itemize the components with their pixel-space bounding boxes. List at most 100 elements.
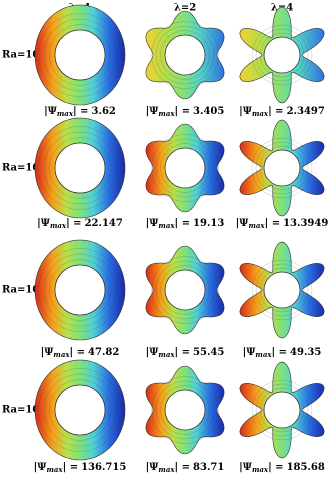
psi-subscript: max [252,465,269,474]
inner-cylinder [164,34,206,76]
psi-value: 19.13 [193,218,224,229]
contour-line [38,13,122,97]
inner-cylinder [263,149,301,187]
contour-line [49,379,111,441]
psi-value: 49.35 [290,347,321,358]
contour-line [43,373,117,447]
psi-max-label: |Ψmax| = 3.405 [146,106,225,119]
contour-line [259,387,305,433]
psi-subscript: max [50,221,67,230]
contour-line [38,368,122,452]
psi-close: | = [265,218,281,229]
psi-subscript: max [158,465,175,474]
row-label: Ra=10⁶ [2,405,44,416]
psi-close: | = [268,106,284,117]
psi-open: |Ψ [44,106,58,117]
psi-max-label: |Ψmax| = 19.13 [146,218,225,231]
contour-line [155,380,215,440]
psi-open: |Ψ [239,106,253,117]
psi-value: 136.715 [81,462,126,473]
contour-line [151,134,219,202]
psi-close: | = [175,218,191,229]
contour-line [255,141,309,195]
psi-value: 3.62 [92,106,116,117]
psi-subscript: max [158,350,175,359]
inner-cylinder [54,142,106,194]
inner-cylinder [164,389,206,431]
column-header: λ=2 [174,3,196,14]
inner-cylinder [164,147,206,189]
contour-line [259,32,305,78]
inner-cylinder [263,36,301,74]
psi-close: | = [175,462,191,473]
contour-line [155,138,215,198]
psi-max-label: |Ψmax| = 3.62 [44,106,116,119]
contour-line [251,379,313,441]
psi-value: 185.68 [287,462,325,473]
psi-close: | = [272,347,288,358]
contour-line [155,260,215,320]
psi-subscript: max [53,350,70,359]
contour-line [155,25,215,85]
inner-cylinder [263,391,301,429]
contour-line [160,265,210,315]
psi-open: |Ψ [239,462,253,473]
psi-open: |Ψ [146,218,160,229]
psi-open: |Ψ [146,106,160,117]
inner-cylinder [54,384,106,436]
psi-value: 2.3497 [287,106,325,117]
psi-open: |Ψ [146,462,160,473]
contour-line [160,143,210,193]
psi-max-label: |Ψmax| = 55.45 [146,347,225,360]
contour-line [255,263,309,317]
psi-open: |Ψ [243,347,257,358]
psi-open: |Ψ [146,347,160,358]
contour-line [49,137,111,199]
psi-max-label: |Ψmax| = 49.35 [243,347,322,360]
contour-line [151,376,219,444]
psi-subscript: max [158,221,175,230]
psi-close: | = [66,218,82,229]
contour-line [160,30,210,80]
psi-open: |Ψ [236,218,250,229]
inner-cylinder [164,269,206,311]
psi-close: | = [268,462,284,473]
contour-line [43,253,117,327]
contour-line [251,137,313,199]
psi-subscript: max [158,109,175,118]
psi-open: |Ψ [37,218,51,229]
contour-line [49,24,111,86]
psi-close: | = [63,462,79,473]
contour-line [259,145,305,191]
contour-line [151,256,219,324]
contour-line [160,385,210,435]
psi-subscript: max [46,465,63,474]
contour-line [251,24,313,86]
psi-close: | = [73,106,89,117]
psi-subscript: max [252,109,269,118]
row-label: Ra=10³ [2,50,44,61]
inner-cylinder [54,264,106,316]
contour-line [38,248,122,332]
psi-max-label: |Ψmax| = 185.68 [239,462,325,475]
psi-close: | = [175,106,191,117]
psi-close: | = [70,347,86,358]
contour-line [251,259,313,321]
psi-close: | = [175,347,191,358]
inner-cylinder [54,29,106,81]
psi-max-label: |Ψmax| = 47.82 [41,347,120,360]
row-label: Ra=10⁴ [2,163,44,174]
psi-subscript: max [57,109,74,118]
psi-max-label: |Ψmax| = 83.71 [146,462,225,475]
psi-value: 83.71 [193,462,224,473]
psi-open: |Ψ [41,347,55,358]
contour-line [38,126,122,210]
psi-subscript: max [255,350,272,359]
inner-cylinder [263,271,301,309]
psi-max-label: |Ψmax| = 136.715 [34,462,127,475]
row-label: Ra=10⁵ [2,285,44,296]
psi-value: 13.3949 [283,218,328,229]
psi-value: 47.82 [88,347,119,358]
contour-line [49,259,111,321]
